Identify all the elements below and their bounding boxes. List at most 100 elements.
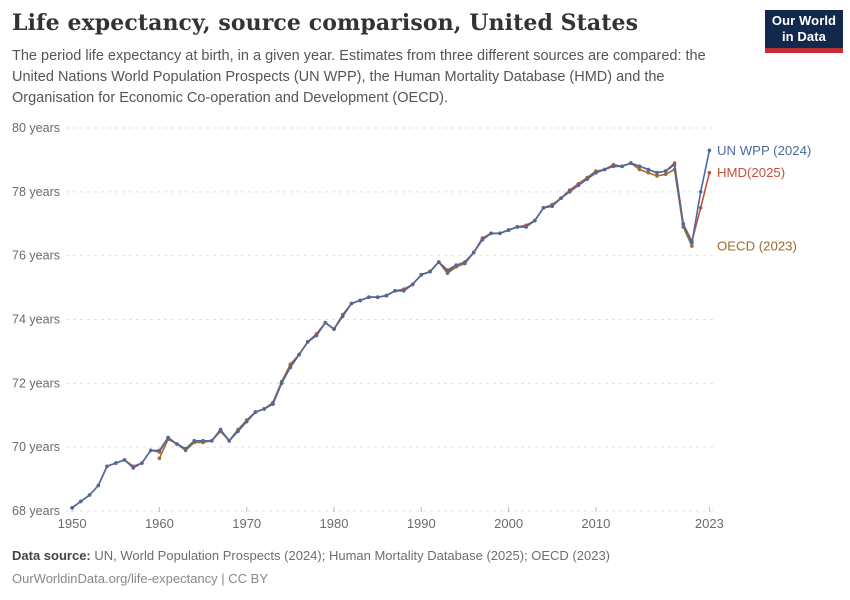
x-tick-label-1960: 1960 (145, 516, 174, 531)
line-chart[interactable]: 80 years 78 years 76 years 74 years 72 years… (0, 110, 850, 550)
series-point-un-wpp-1970 (244, 419, 249, 424)
series-point-un-wpp-1980 (332, 327, 336, 331)
license-line[interactable]: OurWorldinData.org/life-expectancy | CC … (12, 571, 269, 586)
series-point-un-wpp-2014 (629, 161, 633, 165)
series-point-un-wpp-1969 (236, 429, 240, 434)
series-line-un-wpp[interactable] (71, 150, 711, 509)
series-point-un-wpp-1982 (349, 301, 354, 306)
series-point-un-wpp-2017 (655, 170, 659, 175)
series-point-un-wpp-2018 (663, 169, 668, 173)
y-axis-label-78: 78 years (12, 185, 60, 199)
x-tick-label-2000: 2000 (494, 516, 523, 531)
series-point-hmd-2022 (698, 206, 703, 210)
x-tick-label-1990: 1990 (407, 516, 436, 531)
series-line-oecd[interactable] (158, 162, 693, 459)
series-point-un-wpp-2020 (681, 222, 685, 226)
series-point-un-wpp-1996 (471, 250, 476, 255)
series-point-un-wpp-2022 (698, 190, 703, 194)
x-tick-label-1950: 1950 (58, 516, 87, 531)
series-point-hmd-2023 (707, 170, 712, 175)
series-point-un-wpp-1951 (79, 499, 83, 504)
series-point-un-wpp-1995 (463, 260, 467, 264)
series-point-un-wpp-2002 (524, 225, 528, 229)
series-point-un-wpp-2019 (672, 162, 677, 167)
series-point-oecd-2018 (663, 172, 668, 177)
series-point-un-wpp-1985 (375, 295, 380, 299)
series-point-un-wpp-1981 (340, 314, 345, 319)
series-point-un-wpp-1952 (87, 493, 92, 497)
series-point-un-wpp-2021 (690, 241, 694, 245)
series-point-oecd-2016 (646, 170, 651, 175)
series-point-oecd-1960 (157, 456, 162, 461)
series-point-un-wpp-2008 (576, 183, 581, 188)
chart-header: Life expectancy, source comparison, Unit… (12, 10, 752, 109)
series-point-un-wpp-1991 (428, 269, 432, 274)
chart-footer: Data source: UN, World Population Prospe… (12, 544, 812, 590)
page-title: Life expectancy, source comparison, Unit… (12, 10, 639, 36)
series-point-un-wpp-1956 (122, 458, 127, 462)
series-point-un-wpp-1974 (279, 381, 284, 386)
series-point-un-wpp-2004 (541, 206, 546, 210)
series-point-un-wpp-1963 (183, 447, 188, 451)
series-point-un-wpp-1993 (445, 269, 450, 274)
series-point-un-wpp-1989 (410, 282, 415, 287)
series-point-un-wpp-1979 (323, 320, 328, 325)
series-point-un-wpp-2023 (707, 148, 712, 153)
series-end-label-hmd[interactable]: HMD(2025) (717, 165, 785, 180)
series-point-un-wpp-2003 (533, 218, 537, 223)
data-source-line: Data source: UN, World Population Prospe… (12, 544, 812, 567)
series-point-un-wpp-2009 (585, 177, 589, 181)
series-point-un-wpp-1987 (393, 289, 397, 293)
series-point-un-wpp-1978 (314, 333, 319, 338)
owid-logo-line-2: in Data (781, 29, 827, 44)
subtitle-line-2: United Nations World Population Prospect… (12, 69, 665, 85)
series-point-un-wpp-1983 (358, 298, 363, 303)
series-point-oecd-2015 (637, 167, 642, 172)
series-point-un-wpp-1957 (131, 466, 135, 470)
x-tick-label-2010: 2010 (581, 516, 610, 531)
series-point-un-wpp-1954 (105, 464, 109, 469)
series-point-un-wpp-1984 (367, 295, 371, 299)
y-axis-label-70: 70 years (12, 440, 60, 454)
series-point-un-wpp-1968 (227, 439, 231, 443)
chart-area[interactable]: 80 years 78 years 76 years 74 years 72 years… (0, 110, 850, 550)
series-point-un-wpp-2005 (550, 204, 554, 208)
series-point-un-wpp-1960 (157, 448, 162, 453)
series-point-un-wpp-1972 (262, 407, 267, 411)
series-point-un-wpp-1959 (148, 448, 153, 453)
series-point-un-wpp-1962 (175, 442, 179, 446)
series-point-un-wpp-2012 (611, 164, 616, 169)
series-point-oecd-2017 (655, 174, 659, 178)
x-tick-label-1970: 1970 (232, 516, 261, 531)
series-point-un-wpp-1976 (297, 352, 301, 357)
y-axis-label-72: 72 years (12, 376, 60, 390)
series-point-un-wpp-1988 (402, 289, 406, 293)
y-axis-label-68: 68 years (12, 504, 60, 518)
y-axis-label-80: 80 years (12, 121, 60, 135)
series-point-un-wpp-1964 (192, 439, 197, 443)
y-axis-label-76: 76 years (12, 249, 60, 263)
series-point-un-wpp-1950 (70, 506, 74, 510)
series-point-un-wpp-1955 (114, 461, 118, 465)
y-axis-label-74: 74 years (12, 313, 60, 327)
series-point-un-wpp-2001 (515, 225, 520, 229)
series-point-un-wpp-1958 (140, 461, 144, 465)
series-line-hmd[interactable] (71, 162, 711, 509)
series-point-un-wpp-2000 (506, 228, 511, 232)
series-point-un-wpp-2006 (559, 196, 563, 200)
series-end-label-oecd[interactable]: OECD (2023) (717, 239, 797, 254)
series-point-un-wpp-1977 (306, 340, 310, 344)
x-tick-label-1980: 1980 (320, 516, 349, 531)
series-point-un-wpp-1965 (201, 439, 205, 443)
series-point-un-wpp-1975 (288, 365, 293, 370)
series-end-label-un-wpp[interactable]: UN WPP (2024) (717, 143, 811, 158)
series-point-un-wpp-1990 (419, 273, 424, 277)
owid-logo-box: Our World in Data (765, 10, 843, 48)
series-point-un-wpp-2011 (602, 167, 607, 172)
owid-logo-red-bar (765, 48, 843, 53)
series-point-un-wpp-2013 (620, 164, 624, 169)
series-point-un-wpp-2010 (594, 170, 598, 175)
series-point-un-wpp-1994 (454, 263, 459, 267)
owid-logo: Our World in Data (765, 10, 843, 53)
owid-logo-line-1: Our World (771, 13, 837, 28)
